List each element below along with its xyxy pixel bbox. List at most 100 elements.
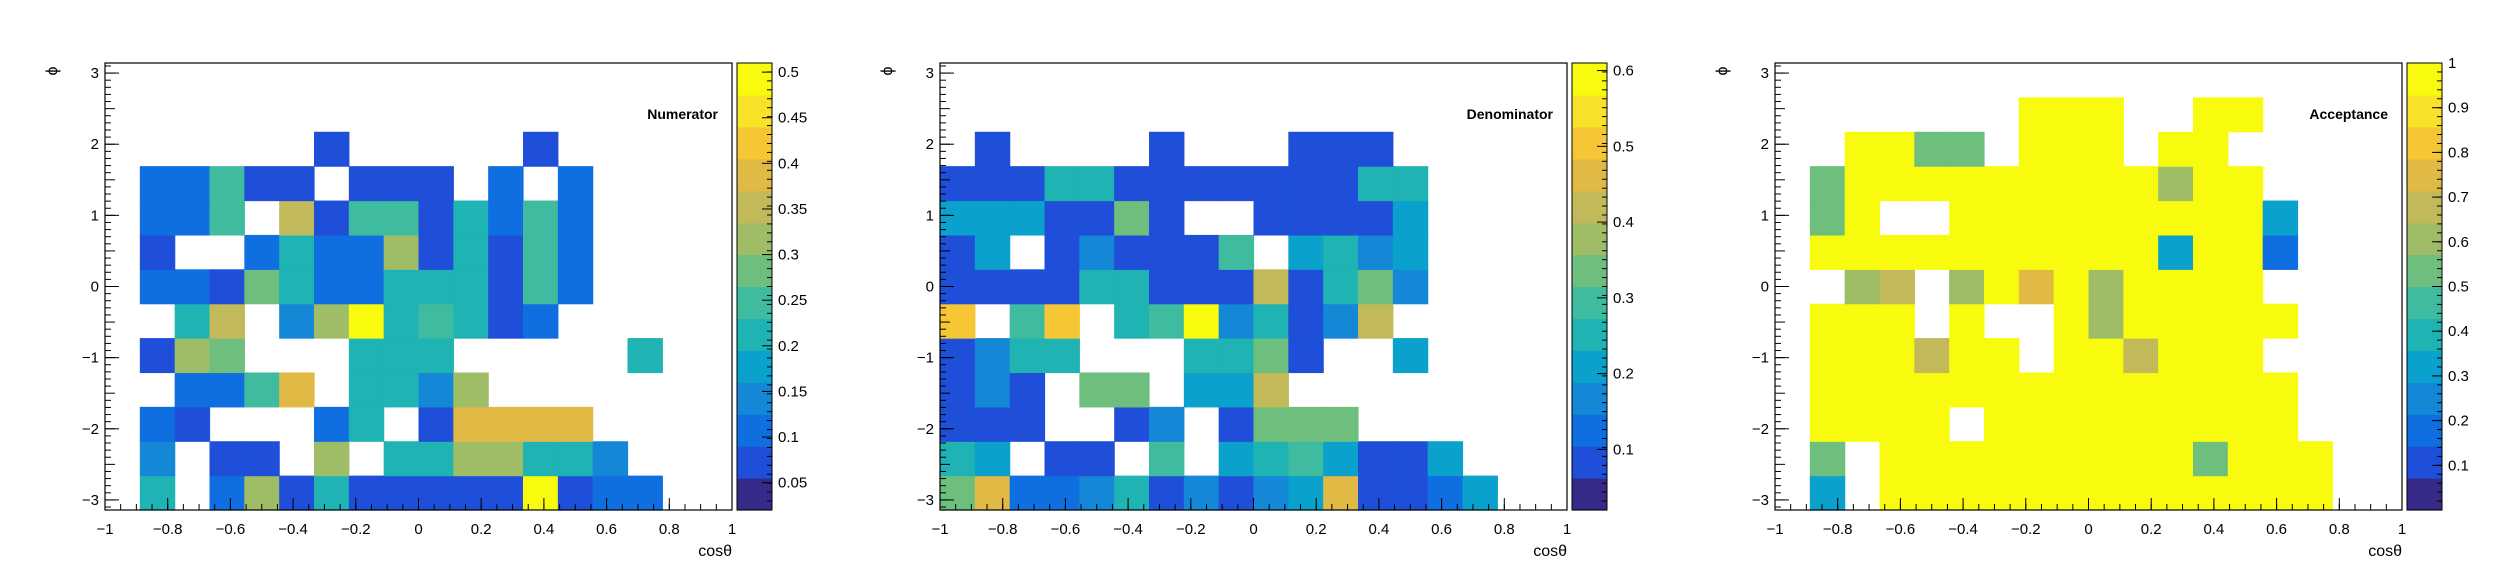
heatmap-cell bbox=[348, 303, 385, 339]
heatmap-cell bbox=[348, 234, 385, 270]
y-tick-label: 1 bbox=[1761, 207, 1769, 224]
heatmap-cell bbox=[1183, 338, 1220, 374]
heatmap-cell bbox=[2088, 441, 2124, 477]
heatmap-cell bbox=[1809, 234, 1846, 270]
heatmap-cell bbox=[1914, 372, 1950, 408]
heatmap-cell bbox=[1288, 441, 1324, 477]
heatmap-cell bbox=[1358, 269, 1394, 305]
heatmap-cell bbox=[1323, 303, 1359, 339]
heatmap-cell bbox=[1914, 406, 1950, 442]
heatmap-cell bbox=[383, 234, 420, 270]
x-tick-label: 0 bbox=[2084, 521, 2092, 538]
z-tick-label: 0.3 bbox=[1613, 290, 1634, 307]
heatmap-cell bbox=[1949, 234, 1985, 270]
heatmap-cell bbox=[940, 200, 976, 236]
heatmap-cell bbox=[1358, 131, 1394, 167]
heatmap-cell bbox=[383, 166, 420, 202]
heatmap-cell bbox=[1218, 338, 1255, 374]
heatmap-cell bbox=[2193, 166, 2229, 202]
heatmap-cell bbox=[1149, 441, 1185, 477]
y-tick-label: −2 bbox=[82, 421, 99, 438]
heatmap-cell bbox=[557, 200, 594, 236]
heatmap-cell bbox=[1392, 234, 1429, 270]
heatmap-cell bbox=[1044, 269, 1080, 305]
heatmap-cell bbox=[244, 166, 280, 202]
x-tick-label: 0.8 bbox=[659, 521, 680, 538]
heatmap-cell bbox=[174, 200, 211, 236]
heatmap-cell bbox=[1149, 234, 1185, 270]
heatmap-cell bbox=[1844, 234, 1881, 270]
heatmap-cell bbox=[627, 338, 663, 374]
heatmap-cell bbox=[2193, 475, 2229, 511]
heatmap-cell bbox=[2053, 441, 2090, 477]
heatmap-cell bbox=[2227, 97, 2264, 133]
heatmap-cell bbox=[1149, 200, 1185, 236]
heatmap-cell bbox=[1183, 475, 1220, 511]
heatmap-cell bbox=[523, 475, 559, 511]
color-scale-swatch bbox=[2407, 158, 2442, 192]
color-scale-swatch bbox=[1572, 158, 1607, 192]
heatmap-cell bbox=[1253, 406, 1289, 442]
heatmap-cell bbox=[1079, 200, 1115, 236]
color-scale-swatch bbox=[1572, 190, 1607, 224]
heatmap-cell bbox=[348, 372, 385, 408]
heatmap-cell bbox=[2158, 406, 2194, 442]
heatmap-cell bbox=[1844, 269, 1881, 305]
heatmap-cell bbox=[1323, 131, 1359, 167]
heatmap-cell bbox=[2123, 234, 2159, 270]
y-axis-label: ϕ bbox=[879, 66, 896, 75]
x-tick-label: −1 bbox=[1766, 521, 1783, 538]
heatmap-cell bbox=[1044, 234, 1080, 270]
heatmap-cell bbox=[1879, 269, 1915, 305]
heatmap-cell bbox=[1218, 406, 1255, 442]
color-scale-bar: 0.05 0.1 0.15 0.2 0.25 0.3 0.35 0.4 0.45 0.5 bbox=[736, 62, 807, 511]
color-scale-swatch bbox=[737, 126, 772, 160]
heatmap-cell bbox=[139, 475, 176, 511]
color-scale-swatch bbox=[737, 414, 772, 447]
y-tick-label: 3 bbox=[926, 65, 934, 82]
heatmap-cell bbox=[1427, 441, 1464, 477]
heatmap-cell bbox=[1462, 475, 1498, 511]
heatmap-cell bbox=[2018, 234, 2055, 270]
heatmap-cell bbox=[2088, 303, 2124, 339]
z-tick-label: 0.5 bbox=[778, 64, 799, 81]
heatmap-cell bbox=[1949, 166, 1985, 202]
heatmap-cell bbox=[1809, 406, 1846, 442]
heatmap-cell bbox=[1809, 303, 1846, 339]
z-tick-label: 0.05 bbox=[778, 475, 807, 492]
color-scale-swatch bbox=[1572, 63, 1607, 96]
z-tick-label: 0.5 bbox=[1613, 138, 1634, 155]
heatmap-cell bbox=[1984, 200, 2020, 236]
heatmap-cell bbox=[2123, 406, 2159, 442]
color-scale-swatch bbox=[2407, 318, 2442, 351]
heatmap-cell bbox=[940, 303, 976, 339]
heatmap-cell bbox=[139, 406, 176, 442]
heatmap-cell bbox=[2262, 234, 2299, 270]
heatmap-cell bbox=[2193, 338, 2229, 374]
heatmap-cell bbox=[1323, 475, 1359, 511]
y-tick-label: −3 bbox=[1752, 492, 1769, 509]
heatmap-cell bbox=[1114, 406, 1150, 442]
color-scale-swatch bbox=[737, 382, 772, 415]
color-scale-swatch bbox=[737, 94, 772, 128]
heatmap-cell bbox=[2262, 406, 2299, 442]
heatmap-cell bbox=[1879, 406, 1915, 442]
heatmap-cell bbox=[1949, 338, 1985, 374]
z-tick-label: 0.2 bbox=[1613, 366, 1634, 383]
z-tick-label: 0.6 bbox=[1613, 63, 1634, 80]
heatmap-cell bbox=[2193, 441, 2229, 477]
z-tick-label: 1 bbox=[2448, 55, 2456, 72]
y-axis-label: ϕ bbox=[1714, 66, 1731, 75]
heatmap-cell bbox=[2088, 131, 2124, 167]
heatmap-cell bbox=[1114, 269, 1150, 305]
heatmap-panel-2: −1 −0.8 −0.6 −0.4 −0.2 0 0.2 0.4 0.6 0.8 1 −3 −2 −1 0 1… bbox=[879, 62, 1634, 560]
heatmap-cell bbox=[2158, 475, 2194, 511]
heatmap-cell bbox=[1288, 131, 1324, 167]
heatmap-cell bbox=[1253, 372, 1289, 408]
heatmap-cell bbox=[2123, 303, 2159, 339]
heatmap-cell bbox=[523, 234, 559, 270]
heatmap-cell bbox=[940, 441, 976, 477]
color-scale-swatch bbox=[2407, 382, 2442, 415]
x-tick-label: 0 bbox=[1249, 521, 1257, 538]
z-tick-label: 0.25 bbox=[778, 292, 807, 309]
